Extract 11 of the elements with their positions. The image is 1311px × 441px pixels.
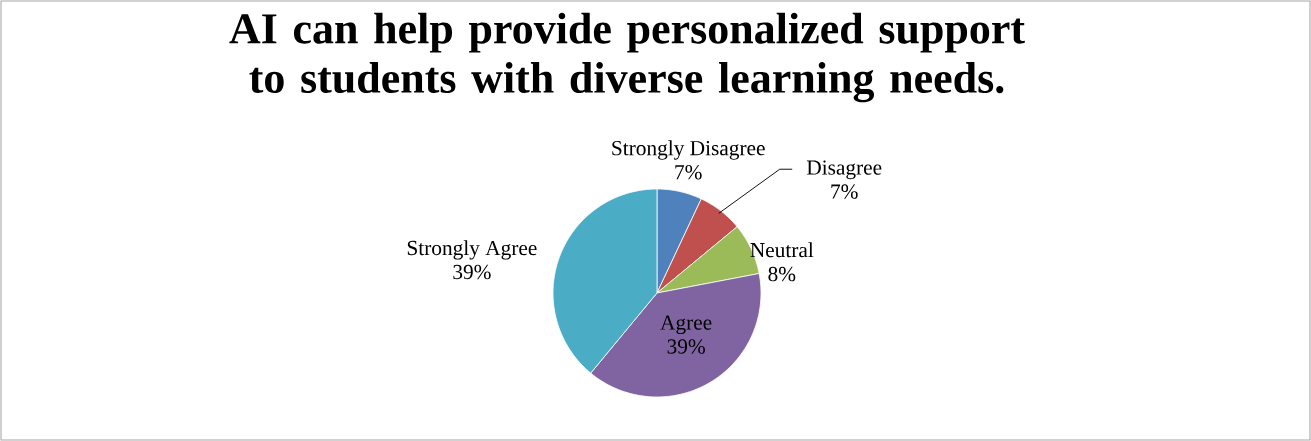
slice-label: Agree bbox=[660, 315, 712, 335]
chart-title: AI can help provide personalized support to students with diverse learning needs. bbox=[229, 12, 1025, 103]
data-label: 39% bbox=[453, 264, 491, 280]
slice-label: Strongly Disagree bbox=[612, 140, 765, 160]
data-label: 8% bbox=[768, 266, 796, 282]
slice-label: Neutral bbox=[750, 242, 814, 258]
data-label: 39% bbox=[667, 339, 705, 354]
slice-label: Strongly Agree bbox=[407, 240, 537, 260]
data-label: 7% bbox=[675, 164, 702, 180]
slice-label: Disagree bbox=[806, 160, 882, 180]
data-label: 7% bbox=[831, 184, 858, 199]
